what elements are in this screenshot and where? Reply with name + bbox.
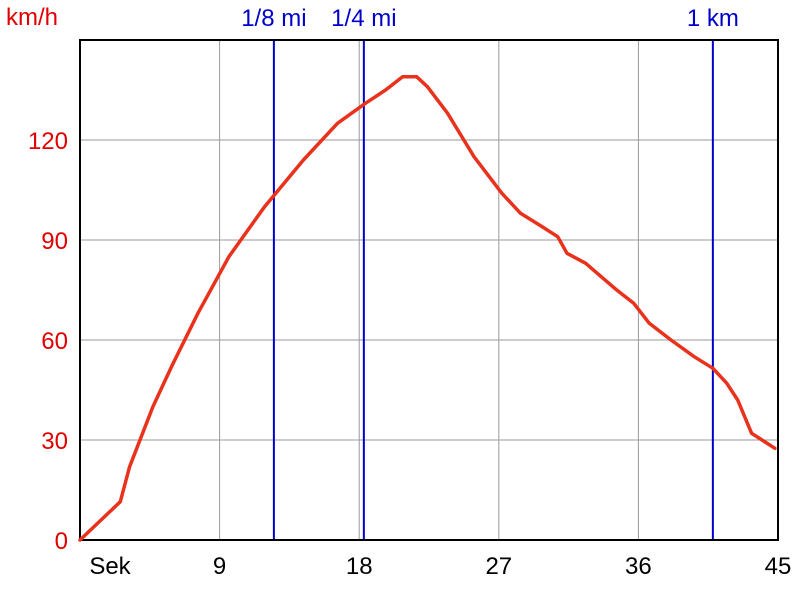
y-tick-label: 120 <box>28 128 68 155</box>
y-tick-label: 30 <box>41 428 68 455</box>
distance-markers <box>272 40 714 540</box>
y-tick-label: 0 <box>55 528 68 555</box>
y-tick-label: 90 <box>41 228 68 255</box>
plot-frame <box>79 39 779 541</box>
x-axis-label: Sek <box>89 553 131 580</box>
distance-marker-label: 1 km <box>687 5 739 32</box>
x-tick-label: 45 <box>765 553 792 580</box>
x-tick-label: 18 <box>346 553 373 580</box>
x-tick-label: 9 <box>213 553 226 580</box>
distance-marker-label: 1/8 mi <box>241 5 306 32</box>
distance-marker-label: 1/4 mi <box>331 5 396 32</box>
x-axis-ticks: 9 18 27 36 45 <box>213 553 791 580</box>
y-axis-ticks: 0 30 60 90 120 <box>28 128 68 555</box>
speed-curve <box>78 74 777 542</box>
grid-lines <box>80 40 778 540</box>
marker-labels: 1/8 mi 1/4 mi 1 km <box>241 5 739 32</box>
y-tick-label: 60 <box>41 328 68 355</box>
x-tick-label: 27 <box>485 553 512 580</box>
x-tick-label: 36 <box>625 553 652 580</box>
y-axis-label: km/h <box>6 4 58 31</box>
